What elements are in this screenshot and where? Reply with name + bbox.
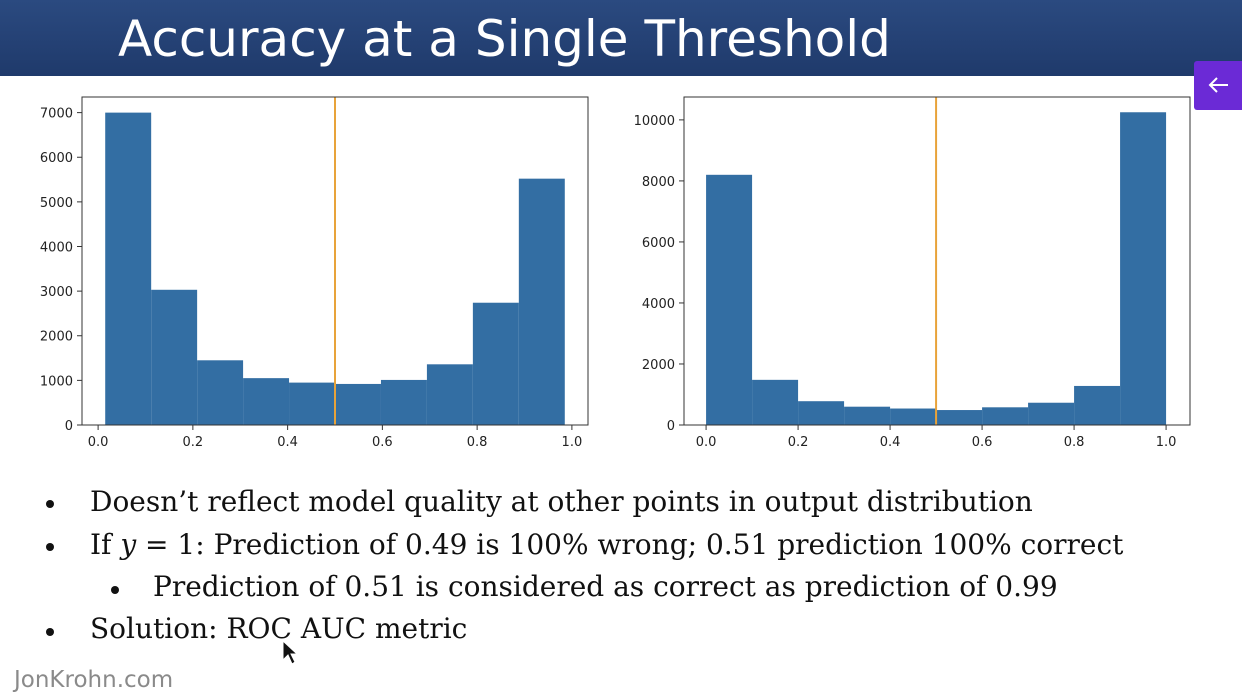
hist-bar	[518, 178, 565, 425]
plot-frame	[81, 96, 589, 426]
hist-bar	[151, 289, 198, 425]
hist-bar	[706, 174, 753, 425]
x-tick-label: 0.2	[788, 435, 809, 450]
hist-bar	[1028, 402, 1075, 425]
hist-bar	[426, 364, 473, 425]
y-tick-label: 4000	[40, 240, 73, 255]
y-tick-label: 8000	[642, 175, 675, 190]
hist-bar	[844, 406, 891, 425]
hist-bar	[289, 382, 335, 425]
y-tick-label: 6000	[40, 151, 73, 166]
y-tick-label: 2000	[642, 358, 675, 373]
hist-bar	[1074, 385, 1121, 425]
hist-bar	[890, 408, 937, 425]
hist-bar	[105, 112, 152, 425]
y-tick-label: 5000	[40, 196, 73, 211]
hist-bar	[472, 302, 519, 425]
x-tick-label: 0.6	[372, 435, 393, 450]
y-tick-label: 0	[667, 419, 675, 434]
x-tick-label: 0.8	[1064, 435, 1085, 450]
bullet-dot	[46, 500, 54, 508]
y-tick-label: 10000	[634, 114, 675, 129]
hist-bar	[752, 379, 799, 425]
y-tick-label: 7000	[40, 107, 73, 122]
hist-bar	[380, 379, 427, 425]
back-button[interactable]	[1194, 61, 1242, 110]
bullet-dot	[46, 543, 54, 551]
bullet-text: Doesn’t reflect model quality at other p…	[90, 485, 1033, 518]
y-tick-label: 3000	[40, 285, 73, 300]
hist-bar	[982, 407, 1029, 425]
hist-bar	[243, 378, 290, 425]
bullet-text: If y = 1: Prediction of 0.49 is 100% wro…	[90, 528, 1123, 561]
y-tick-label: 4000	[642, 297, 675, 312]
text: = 1: Prediction of 0.49 is 100% wrong; 0…	[136, 528, 1124, 561]
hist-bar	[1120, 112, 1167, 426]
sub-bullet-text: Prediction of 0.51 is considered as corr…	[153, 570, 1058, 603]
y-tick-label: 6000	[642, 236, 675, 251]
y-tick-label: 1000	[40, 374, 73, 389]
back-icon	[1208, 77, 1228, 93]
mouse-cursor	[282, 640, 298, 665]
text: If	[90, 528, 121, 561]
x-tick-label: 0.4	[880, 435, 901, 450]
title-bar	[0, 0, 1242, 76]
footer: JonKrohn.com	[14, 667, 174, 693]
bullet-dot	[46, 628, 54, 636]
x-tick-label: 0.6	[972, 435, 993, 450]
x-tick-label: 0.0	[88, 435, 109, 450]
hist-bar	[798, 401, 845, 425]
plot-frame	[683, 96, 1191, 426]
x-tick-label: 0.2	[183, 435, 204, 450]
bullet-text: Solution: ROC AUC metric	[90, 612, 468, 645]
x-tick-label: 1.0	[562, 435, 583, 450]
x-tick-label: 0.4	[277, 435, 298, 450]
x-tick-label: 1.0	[1156, 435, 1177, 450]
slide-title: Accuracy at a Single Threshold	[118, 10, 891, 68]
hist-bar	[936, 410, 983, 425]
y-tick-label: 2000	[40, 330, 73, 345]
hist-bar	[335, 383, 381, 425]
charts: 0 1000 2000 3000 4000 5000 6000 7000 0.0 0.2 0.4 0.…	[40, 96, 1191, 450]
sub-bullet-dot	[111, 586, 119, 594]
hist-bar	[197, 360, 244, 425]
math-var: y	[120, 528, 137, 561]
x-tick-label: 0.8	[467, 435, 488, 450]
x-tick-label: 0.0	[696, 435, 717, 450]
y-tick-label: 0	[65, 419, 73, 434]
